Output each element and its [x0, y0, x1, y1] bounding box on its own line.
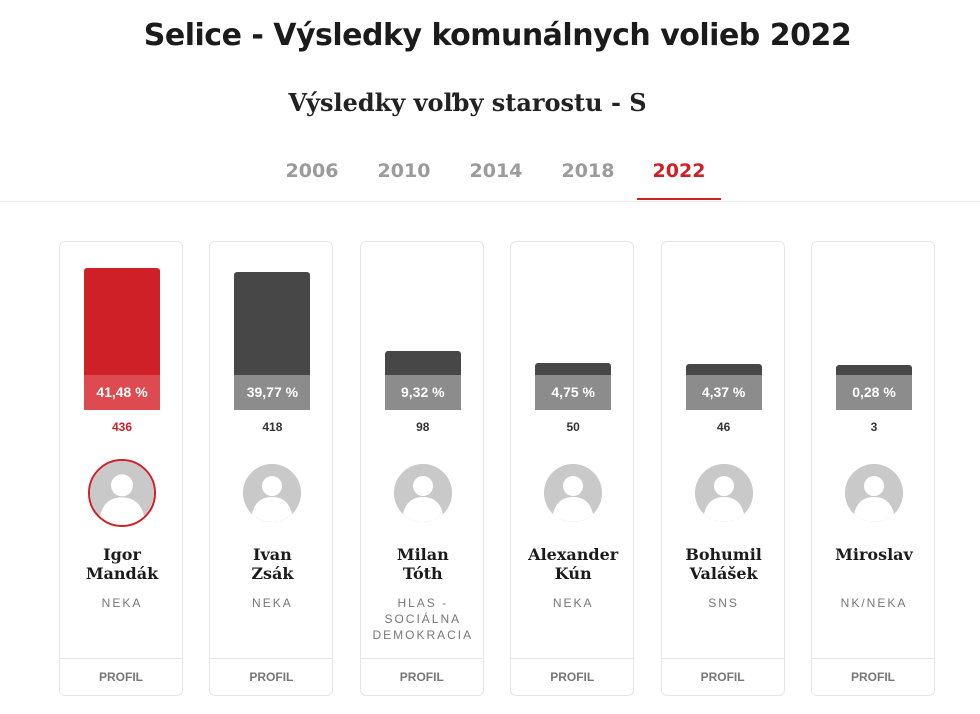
vote-count: 3: [870, 420, 878, 434]
candidate-card: 9,32 % 98 Milan Tóth HLAS - SOCIÁLNA DEMOKRA…: [359, 241, 485, 696]
result-bar: [535, 363, 612, 375]
result-bar: [685, 364, 762, 375]
party-name: NEKA: [552, 596, 594, 610]
result-bar: [836, 365, 912, 375]
person-avatar-icon: [88, 459, 156, 527]
person-avatar-icon: [544, 464, 603, 522]
candidate-name: Igor Mandák: [60, 545, 184, 583]
page-title: Selice - Výsledky komunálnych volieb 202…: [143, 18, 852, 53]
candidate-card: 4,37 % 46 Bohumil Valášek SNS PROFIL: [660, 241, 786, 696]
person-avatar-icon: [393, 464, 452, 522]
profile-button[interactable]: PROFIL: [210, 658, 333, 695]
candidate-first-name: Igor: [103, 545, 141, 564]
profile-button[interactable]: PROFIL: [360, 658, 483, 695]
candidate-name: Milan Tóth: [361, 545, 485, 583]
vote-count: 46: [716, 420, 731, 434]
candidate-name: Alexander Kún: [511, 545, 635, 583]
candidate-first-name: Alexander: [528, 545, 619, 564]
vote-count: 98: [416, 420, 430, 434]
candidate-name: Ivan Zsák: [210, 545, 334, 583]
person-avatar-icon: [694, 464, 753, 522]
party-name: HLAS - SOCIÁLNA DEMOKRACIA: [372, 596, 474, 642]
candidate-last-name: Kún: [554, 564, 592, 583]
percent-label: 41,48 %: [84, 375, 160, 410]
candidate-card: 0,28 % 3 Miroslav NK/NEKA PROFIL: [811, 241, 935, 696]
result-bar: [234, 272, 311, 375]
person-avatar-icon: [845, 464, 903, 522]
percent-label: 9,32 %: [384, 375, 461, 410]
tab-2010[interactable]: 2010: [377, 160, 431, 182]
profile-button[interactable]: PROFIL: [511, 658, 634, 695]
party-name: NK/NEKA: [840, 596, 908, 610]
vote-count: 50: [566, 420, 580, 434]
percent-label: 4,75 %: [535, 375, 612, 410]
candidate-first-name: Miroslav: [835, 545, 913, 564]
result-bar: [384, 351, 461, 375]
candidate-name: Miroslav: [812, 545, 936, 564]
candidate-name: Bohumil Valášek: [662, 545, 786, 583]
tab-2022[interactable]: 2022: [637, 160, 721, 200]
percent-label: 39,77 %: [234, 375, 311, 410]
vote-count: 418: [262, 420, 283, 434]
profile-button[interactable]: PROFIL: [60, 658, 182, 695]
party-name: NEKA: [101, 596, 143, 610]
candidate-first-name: Ivan: [253, 545, 292, 564]
candidate-card: 41,48 % 436 Igor Mandák NEKA PROFIL: [59, 241, 183, 696]
candidate-card: 39,77 % 418 Ivan Zsák NEKA PROFIL: [209, 241, 334, 696]
candidate-last-name: Zsák: [251, 564, 294, 583]
candidate-last-name: Valášek: [689, 564, 758, 583]
tab-2006[interactable]: 2006: [285, 160, 339, 182]
tab-2018[interactable]: 2018: [561, 160, 615, 182]
year-tabs: 2006 2010 2014 2018 2022: [0, 160, 980, 202]
candidate-card: 4,75 % 50 Alexander Kún NEKA PROFIL: [510, 241, 635, 696]
vote-count: 436: [111, 420, 133, 434]
person-avatar-icon: [243, 464, 302, 522]
party-name: NEKA: [252, 596, 293, 610]
candidate-first-name: Milan: [396, 545, 449, 564]
profile-button[interactable]: PROFIL: [661, 658, 784, 695]
candidate-first-name: Bohumil: [685, 545, 762, 564]
candidate-last-name: Mandák: [85, 564, 159, 583]
percent-label: 4,37 %: [685, 375, 762, 410]
party-name: SNS: [708, 596, 739, 610]
candidate-last-name: Tóth: [402, 564, 443, 583]
percent-label: 0,28 %: [836, 375, 912, 410]
result-bar: [84, 268, 160, 375]
profile-button[interactable]: PROFIL: [812, 658, 934, 695]
tab-2014[interactable]: 2014: [469, 160, 523, 182]
section-subtitle: Výsledky voľby starostu - S: [288, 88, 647, 117]
